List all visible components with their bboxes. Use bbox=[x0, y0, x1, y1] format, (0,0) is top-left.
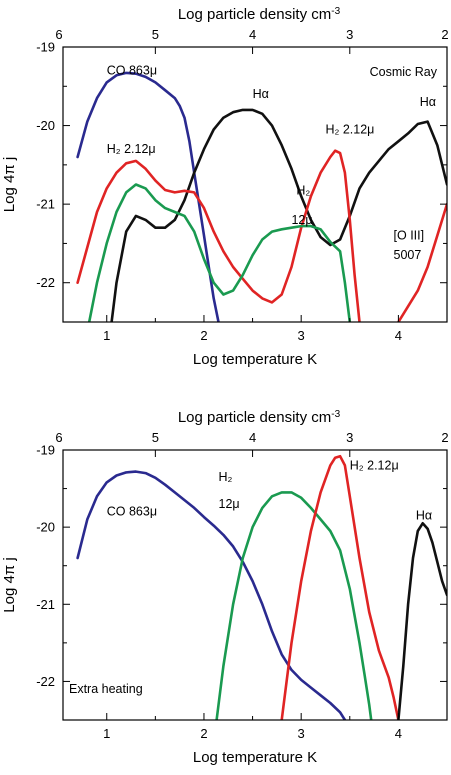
x-tick-label: 3 bbox=[298, 726, 305, 741]
plot-frame bbox=[62, 449, 448, 721]
line-label: 12μ bbox=[291, 213, 312, 227]
series-group bbox=[76, 71, 447, 322]
series-line-3 bbox=[280, 454, 400, 720]
series-line-1 bbox=[76, 71, 220, 322]
line-label: H₂ bbox=[219, 470, 233, 484]
x2-tick-label: 2 bbox=[441, 27, 448, 42]
chart-panel-2: 1 2 3 4 6 5 4 3 2 -19 -20 -21 -22 Log temperature K Lo… bbox=[1, 409, 449, 767]
series-line-4 bbox=[397, 522, 447, 720]
y-tick-label: -19 bbox=[36, 443, 55, 458]
line-label: Hα bbox=[253, 87, 269, 101]
x2-tick-label: 3 bbox=[346, 27, 353, 42]
panel-label: Extra heating bbox=[69, 682, 143, 696]
x-tick-label: 2 bbox=[200, 328, 207, 343]
x2-axis-title: Log particle density cm-3 bbox=[178, 409, 341, 427]
x-axis-title: Log temperature K bbox=[193, 351, 317, 368]
x-tick-label: 1 bbox=[103, 726, 110, 741]
y-tick-label: -22 bbox=[36, 674, 55, 689]
x-tick-label: 1 bbox=[103, 328, 110, 343]
line-label: CO 863μ bbox=[107, 64, 157, 78]
plot-frame bbox=[62, 46, 448, 323]
y-axis-title: Log 4π j bbox=[1, 557, 18, 612]
y-tick-label: -20 bbox=[36, 118, 55, 133]
x2-tick-label: 4 bbox=[249, 430, 256, 445]
x2-axis-exponent: -3 bbox=[331, 409, 340, 420]
line-label: 5007 bbox=[394, 248, 422, 262]
y-tick-label: -20 bbox=[36, 520, 55, 535]
line-label: H₂ 2.12μ bbox=[107, 142, 156, 156]
line-label: [O III] bbox=[394, 229, 425, 243]
x2-tick-label: 4 bbox=[249, 27, 256, 42]
y-tick-label: -19 bbox=[36, 40, 55, 55]
x-tick-label: 2 bbox=[200, 726, 207, 741]
x-tick-label: 4 bbox=[395, 726, 402, 741]
series-line-4 bbox=[87, 183, 352, 322]
line-label: 12μ bbox=[219, 497, 240, 511]
chart-panel-1: 1 2 3 4 6 5 4 3 2 -19 -20 -21 -22 Log temperature K Lo… bbox=[1, 6, 449, 369]
line-label: H₂ 2.12μ bbox=[350, 458, 399, 472]
y-tick-label: -21 bbox=[36, 597, 55, 612]
series-line-1 bbox=[76, 470, 347, 720]
x-axis-title: Log temperature K bbox=[193, 749, 317, 766]
line-label: Hα bbox=[420, 95, 436, 109]
line-label: H₂ 2.12μ bbox=[325, 122, 374, 136]
x2-tick-label: 6 bbox=[55, 27, 62, 42]
series-line-3 bbox=[76, 149, 361, 322]
x2-tick-label: 5 bbox=[152, 430, 159, 445]
x-tick-label: 3 bbox=[298, 328, 305, 343]
line-label: CO 863μ bbox=[107, 505, 157, 519]
y-tick-label: -22 bbox=[36, 275, 55, 290]
x2-axis-title: Log particle density cm-3 bbox=[178, 6, 341, 24]
line-label: Hα bbox=[416, 508, 432, 522]
x2-axis-exponent: -3 bbox=[331, 6, 340, 17]
line-label: H₂ bbox=[296, 184, 310, 198]
series-line-3-b bbox=[396, 202, 447, 322]
y-tick-label: -21 bbox=[36, 197, 55, 212]
series-line-2 bbox=[215, 491, 373, 720]
x2-tick-label: 5 bbox=[152, 27, 159, 42]
x-tick-label: 4 bbox=[395, 328, 402, 343]
x2-tick-label: 6 bbox=[55, 430, 62, 445]
x2-tick-label: 3 bbox=[346, 430, 353, 445]
series-line-2 bbox=[110, 108, 447, 322]
panel-label: Cosmic Ray bbox=[370, 65, 438, 79]
x2-tick-label: 2 bbox=[441, 430, 448, 445]
series-group bbox=[76, 454, 447, 720]
y-axis-title: Log 4π j bbox=[1, 157, 18, 212]
